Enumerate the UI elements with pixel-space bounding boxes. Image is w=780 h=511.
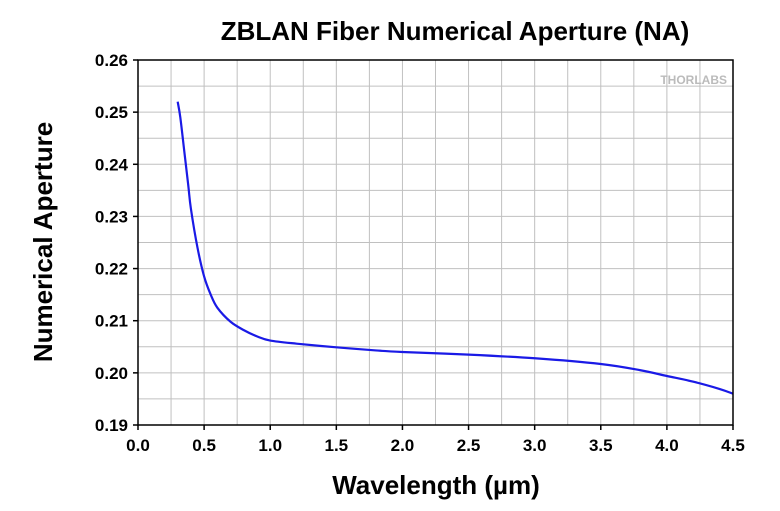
x-tick-labels: 0.0 0.5 1.0 1.5 2.0 2.5 3.0 3.5 4.0 4.5 [126, 425, 745, 455]
y-tick-label: 0.20 [95, 364, 128, 383]
thorlabs-logo: THORLABS [660, 73, 727, 87]
x-tick-label: 3.5 [589, 436, 613, 455]
series-line-na [176, 101, 734, 395]
y-tick-label: 0.25 [95, 103, 128, 122]
y-tick-label: 0.22 [95, 260, 128, 279]
y-tick-label: 0.21 [95, 312, 128, 331]
y-tick-label: 0.24 [95, 155, 129, 174]
x-tick-label: 4.5 [721, 436, 745, 455]
chart-title: ZBLAN Fiber Numerical Aperture (NA) [221, 16, 690, 46]
x-tick-label: 0.0 [126, 436, 150, 455]
x-tick-label: 0.5 [192, 436, 216, 455]
y-tick-label: 0.19 [95, 416, 128, 435]
y-axis-label: Numerical Aperture [28, 122, 58, 362]
y-tick-label: 0.26 [95, 51, 128, 70]
y-tick-labels: 0.19 0.20 0.21 0.22 0.23 0.24 0.25 0.26 [95, 51, 138, 435]
x-tick-label: 1.0 [258, 436, 282, 455]
x-tick-label: 2.5 [457, 436, 481, 455]
x-tick-label: 2.0 [391, 436, 415, 455]
x-tick-label: 4.0 [655, 436, 679, 455]
x-axis-label: Wavelength (µm) [332, 470, 540, 500]
y-tick-label: 0.23 [95, 207, 128, 226]
plot-frame [137, 59, 734, 426]
x-tick-label: 1.5 [325, 436, 349, 455]
x-tick-label: 3.0 [523, 436, 547, 455]
series-group [176, 101, 734, 395]
